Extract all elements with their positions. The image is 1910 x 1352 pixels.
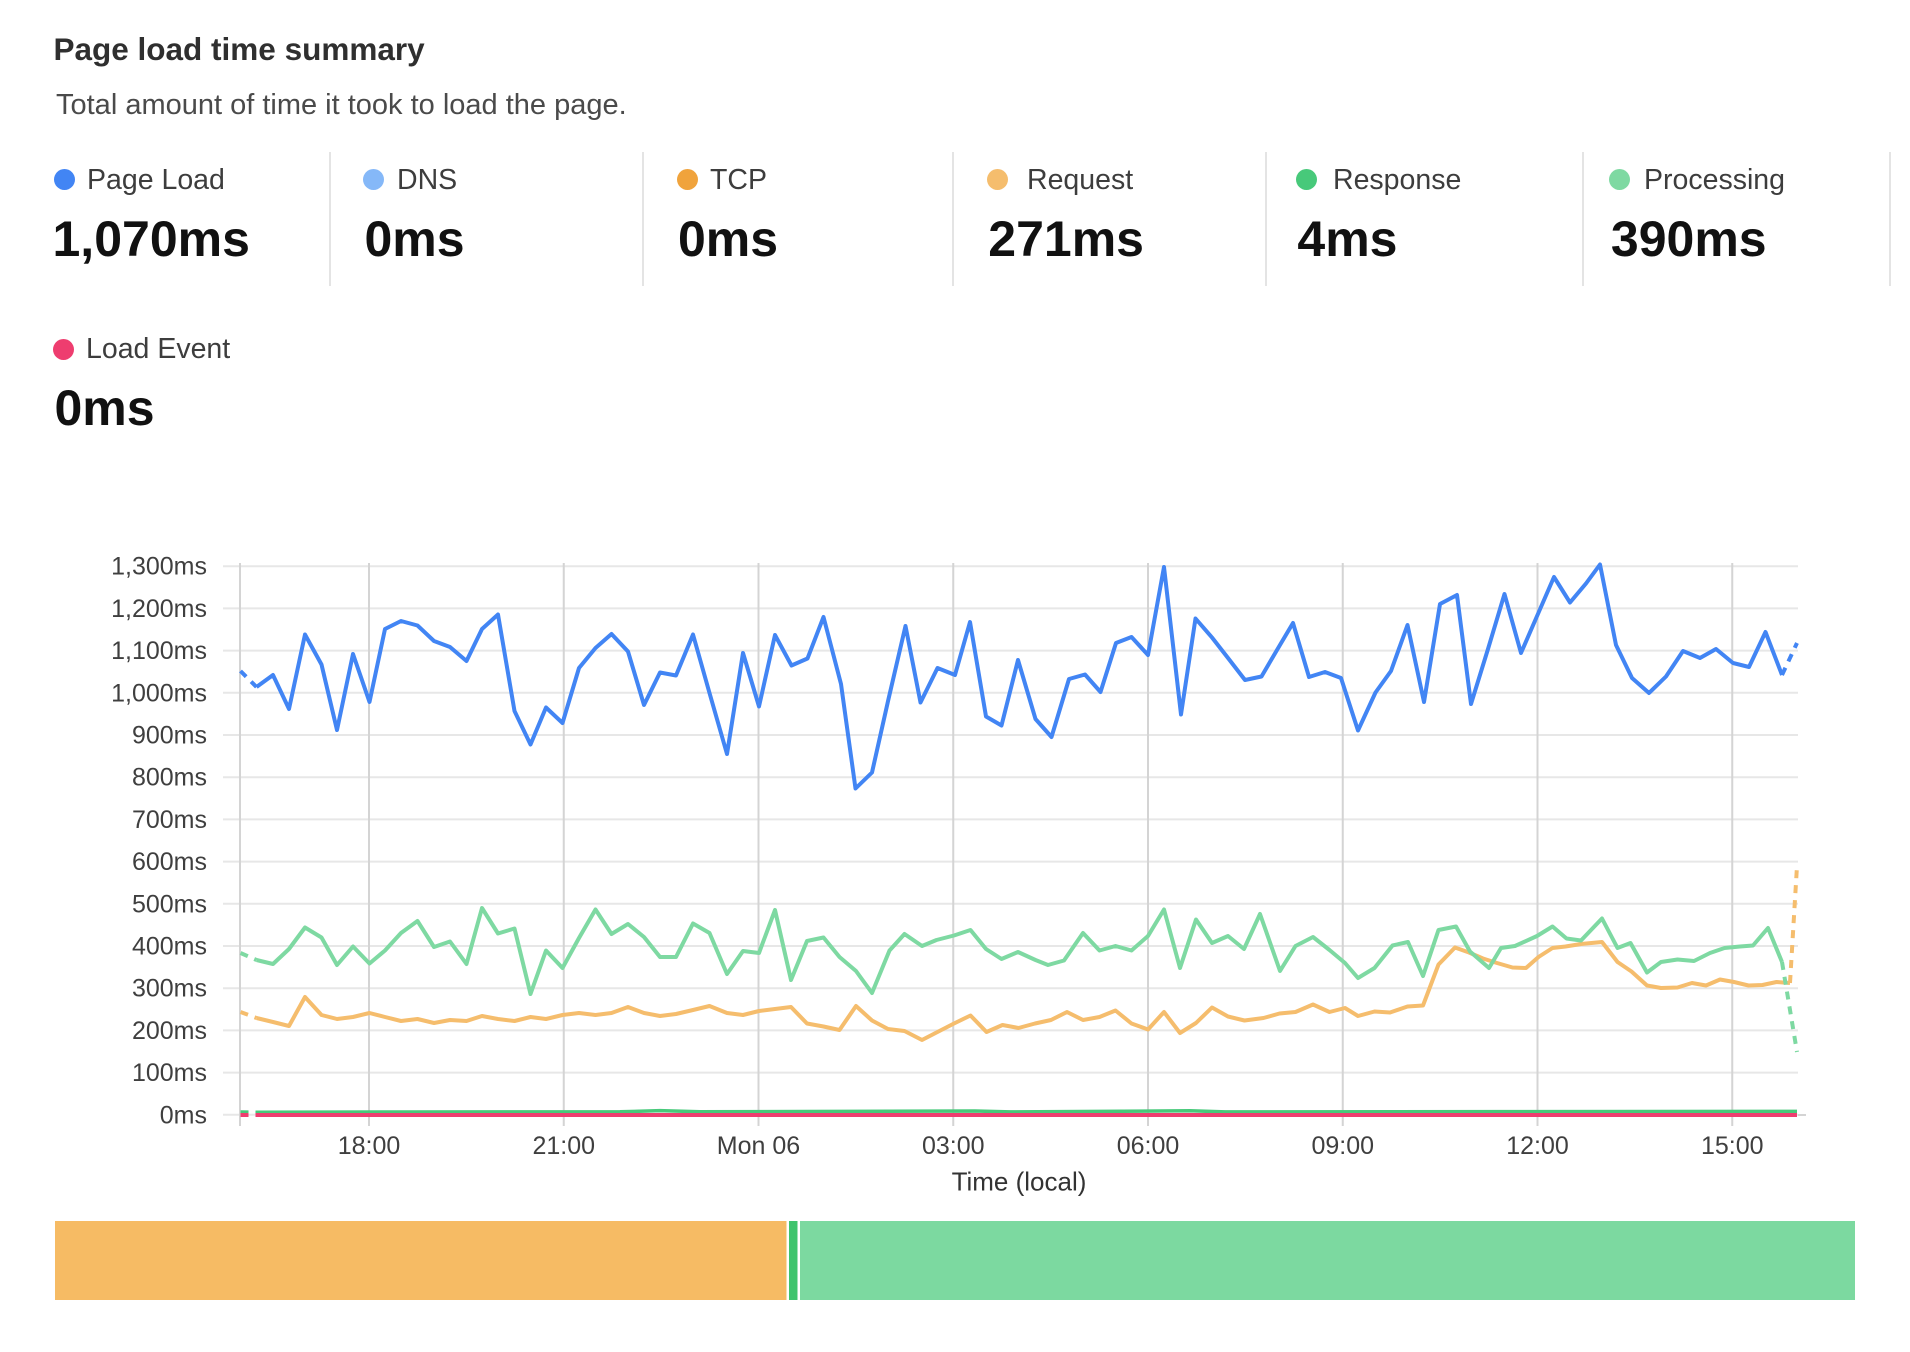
svg-text:06:00: 06:00 xyxy=(1117,1132,1180,1160)
svg-text:900ms: 900ms xyxy=(132,722,207,750)
svg-text:600ms: 600ms xyxy=(132,848,207,876)
svg-text:12:00: 12:00 xyxy=(1506,1132,1569,1160)
svg-text:800ms: 800ms xyxy=(132,764,207,792)
svg-text:18:00: 18:00 xyxy=(338,1132,401,1160)
svg-text:400ms: 400ms xyxy=(132,933,207,961)
svg-text:15:00: 15:00 xyxy=(1701,1132,1764,1160)
svg-text:1,200ms: 1,200ms xyxy=(111,595,207,623)
svg-text:0ms: 0ms xyxy=(160,1101,207,1129)
svg-text:Time (local): Time (local) xyxy=(952,1167,1087,1197)
svg-text:300ms: 300ms xyxy=(132,975,207,1003)
svg-text:100ms: 100ms xyxy=(132,1059,207,1087)
svg-text:1,100ms: 1,100ms xyxy=(111,637,207,665)
svg-text:1,000ms: 1,000ms xyxy=(111,679,207,707)
svg-text:500ms: 500ms xyxy=(132,890,207,918)
svg-text:09:00: 09:00 xyxy=(1311,1132,1374,1160)
svg-text:700ms: 700ms xyxy=(132,806,207,834)
svg-text:Mon 06: Mon 06 xyxy=(717,1132,800,1160)
svg-text:1,300ms: 1,300ms xyxy=(111,553,207,581)
svg-text:03:00: 03:00 xyxy=(922,1132,985,1160)
svg-text:21:00: 21:00 xyxy=(532,1132,595,1160)
svg-text:200ms: 200ms xyxy=(132,1017,207,1045)
